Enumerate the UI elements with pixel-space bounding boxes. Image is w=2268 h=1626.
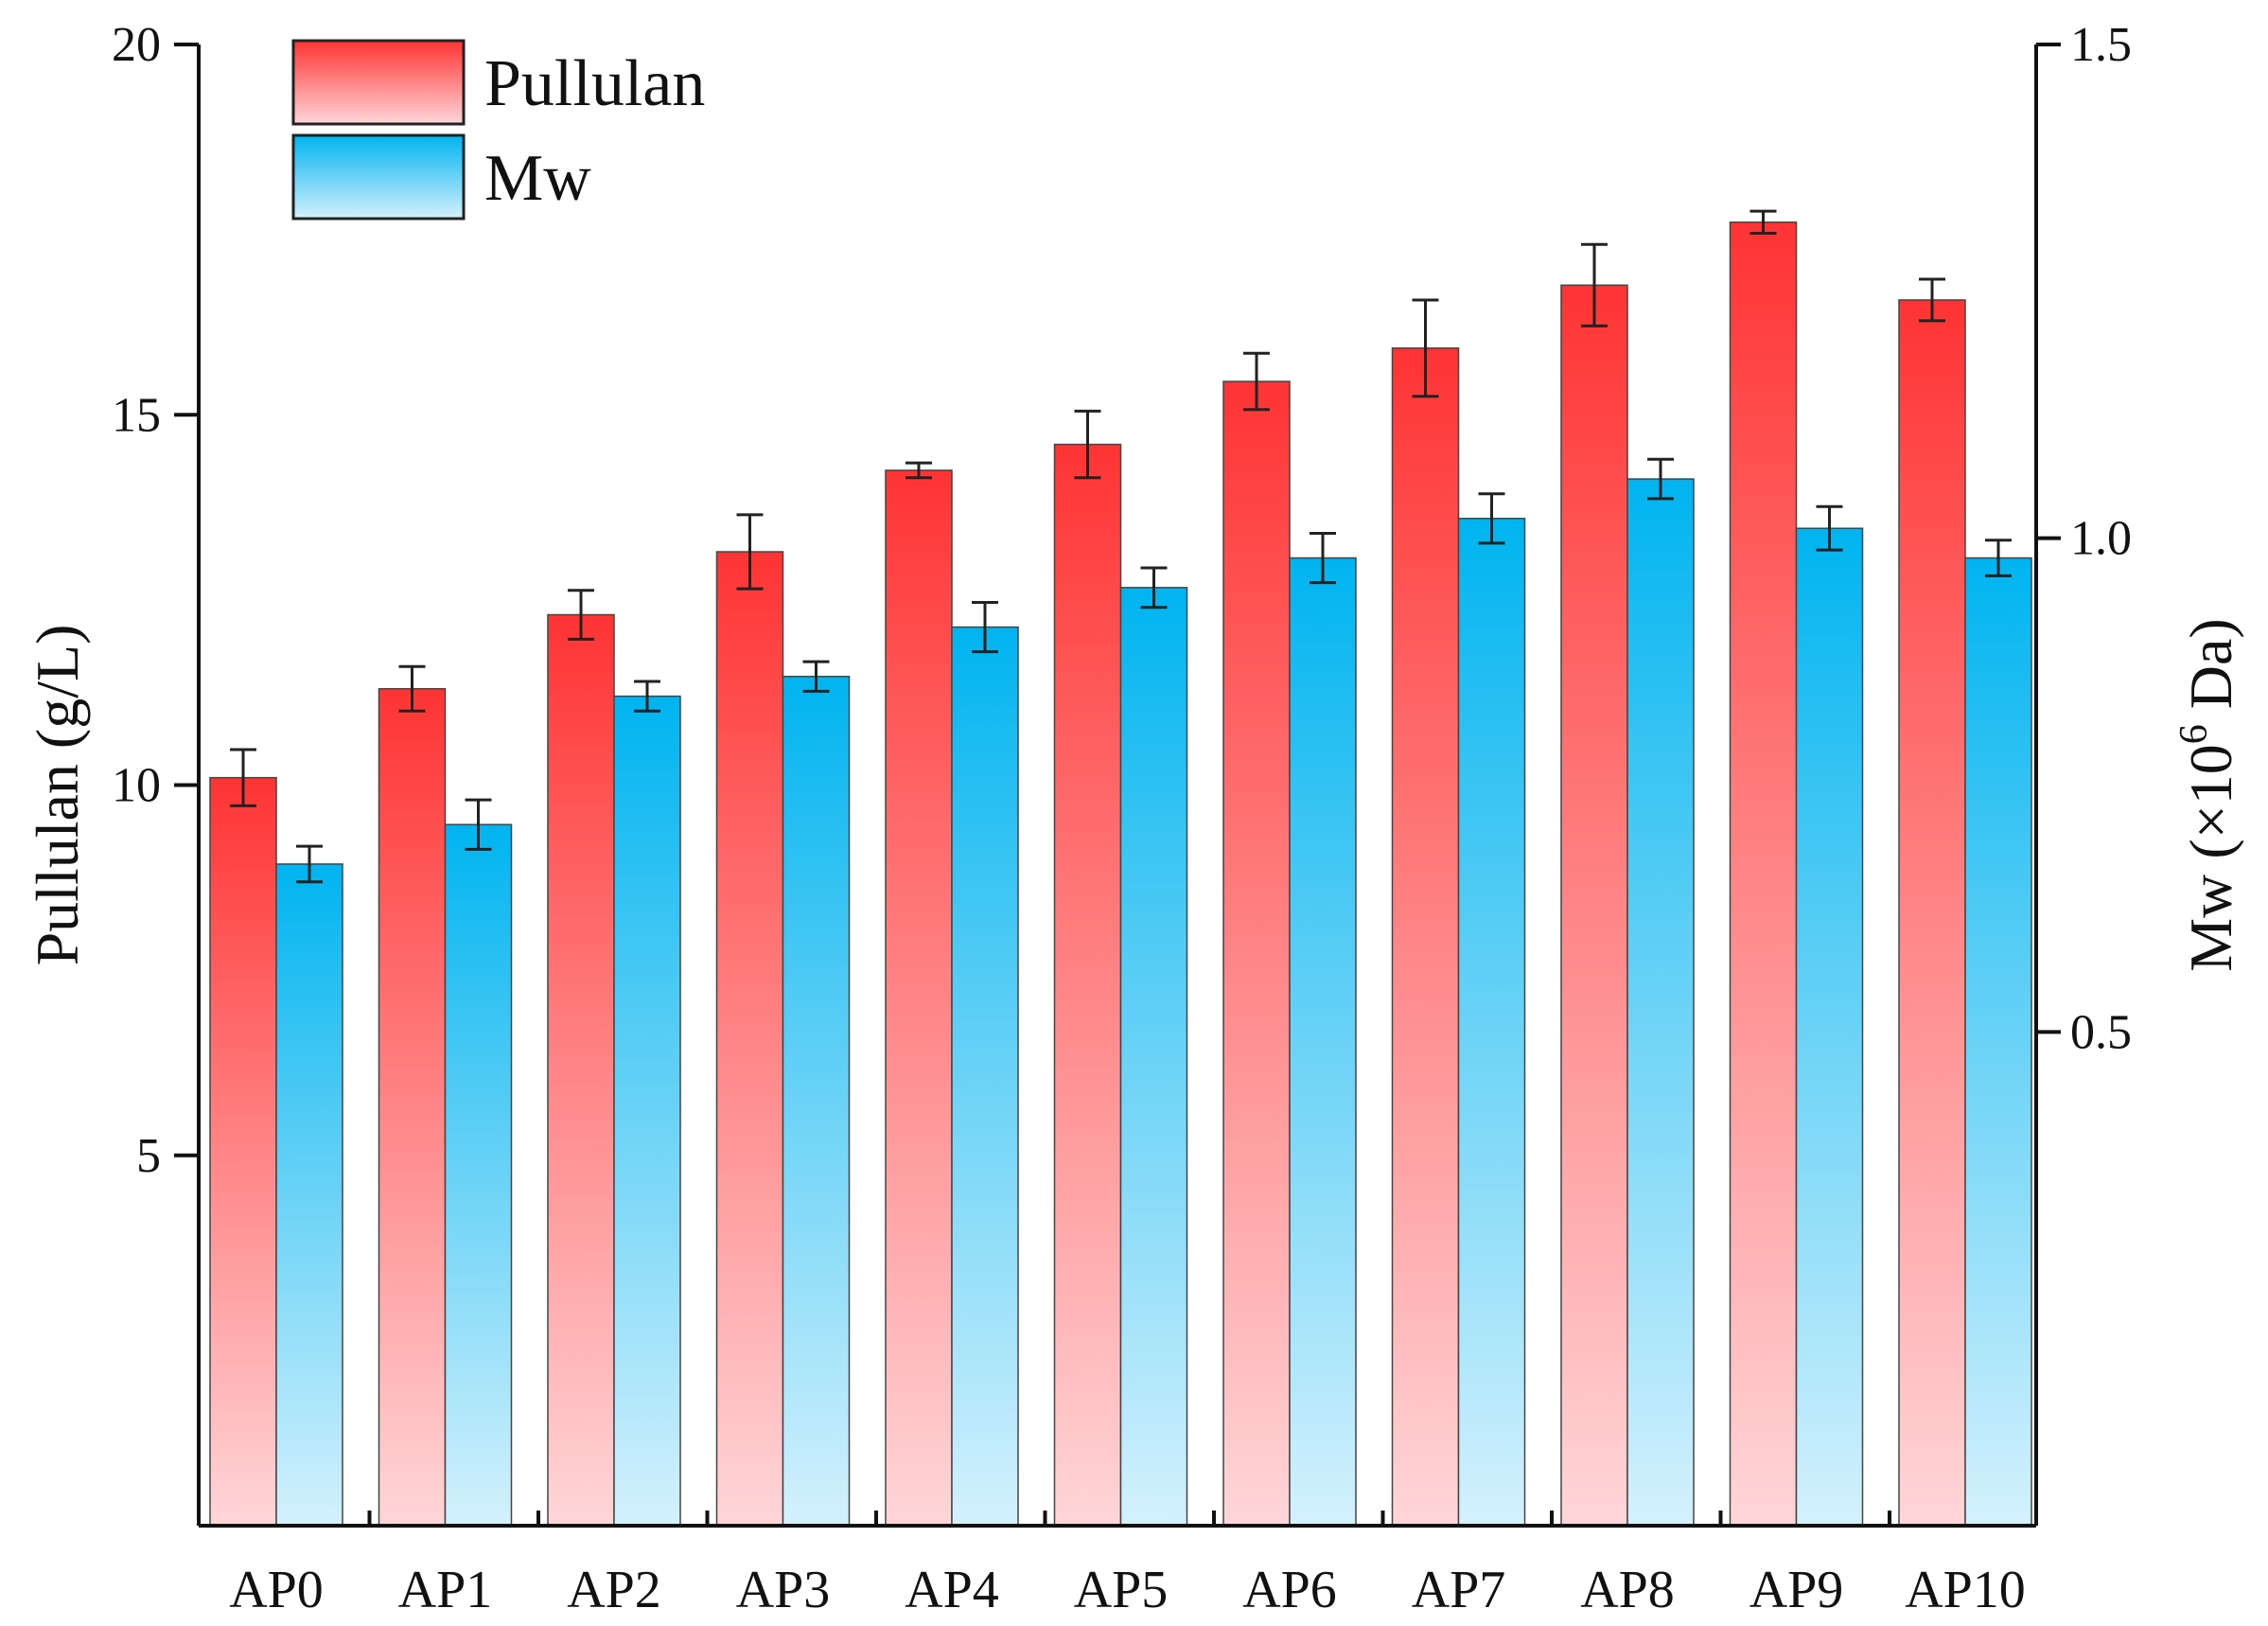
y-left-axis-title: Pullulan (g/L)	[24, 625, 91, 966]
x-tick-label: AP10	[1905, 1561, 2026, 1619]
legend-swatch-mw	[291, 133, 466, 221]
bar-mw-AP2	[613, 695, 681, 1527]
x-tick-label: AP9	[1749, 1561, 1844, 1619]
bar-pullulan-AP0	[209, 776, 277, 1527]
x-tick-label: AP3	[736, 1561, 831, 1619]
errorbar-pullulan-AP2	[568, 589, 594, 641]
errorbar-pullulan-AP10	[1919, 277, 1945, 323]
y-right-tick-label: 0.5	[2070, 1005, 2132, 1059]
bar-pullulan-AP7	[1391, 347, 1460, 1527]
bar-mw-AP4	[951, 626, 1019, 1527]
y-right-axis-title: Mw (×106 Da)	[2172, 618, 2244, 971]
errorbar-pullulan-AP4	[905, 461, 932, 480]
bar-pullulan-AP8	[1560, 284, 1628, 1527]
y-left-tick-label: 10	[112, 759, 161, 813]
legend-label-mw: Mw	[484, 142, 591, 215]
errorbar-mw-AP4	[972, 600, 998, 654]
y-left-tick-label: 5	[136, 1129, 161, 1183]
bar-mw-AP8	[1626, 478, 1695, 1527]
bar-pullulan-AP5	[1053, 443, 1122, 1527]
y-right-title-unit: Da)	[2177, 618, 2244, 724]
bar-mw-AP10	[1964, 557, 2032, 1527]
x-tick-label: AP2	[567, 1561, 661, 1619]
errorbar-mw-AP6	[1310, 531, 1336, 585]
errorbar-mw-AP1	[465, 798, 492, 851]
y-right-tick-label: 1.0	[2070, 512, 2132, 566]
errorbar-pullulan-AP9	[1749, 209, 1777, 236]
bar-mw-AP7	[1457, 518, 1526, 1527]
bar-mw-AP9	[1795, 527, 1864, 1527]
bar-pullulan-AP4	[885, 469, 953, 1527]
x-tick-label: AP1	[398, 1561, 493, 1619]
bar-pullulan-AP3	[715, 551, 784, 1527]
bar-mw-AP6	[1289, 557, 1357, 1527]
y-left-tick-label: 20	[112, 18, 161, 72]
y-right-tick-label: 1.5	[2070, 18, 2132, 72]
y-left-tick-label: 15	[112, 388, 161, 442]
bar-pullulan-AP2	[547, 613, 615, 1527]
bar-mw-AP5	[1119, 587, 1188, 1527]
errorbar-mw-AP9	[1816, 504, 1843, 552]
bar-mw-AP0	[275, 863, 343, 1527]
errorbar-pullulan-AP5	[1074, 409, 1101, 480]
bar-pullulan-AP9	[1729, 221, 1798, 1527]
x-tick-label: AP0	[229, 1561, 324, 1619]
bar-pullulan-AP6	[1222, 380, 1291, 1527]
x-tick-label: AP8	[1580, 1561, 1675, 1619]
errorbar-pullulan-AP6	[1243, 351, 1270, 412]
errorbar-mw-AP2	[634, 680, 660, 713]
errorbar-pullulan-AP8	[1581, 242, 1608, 327]
errorbar-pullulan-AP0	[230, 748, 256, 807]
errorbar-pullulan-AP7	[1412, 298, 1439, 398]
x-tick-label: AP5	[1074, 1561, 1169, 1619]
errorbar-pullulan-AP3	[736, 513, 764, 591]
errorbar-mw-AP10	[1985, 539, 2012, 577]
errorbar-mw-AP5	[1140, 566, 1168, 610]
errorbar-mw-AP8	[1647, 457, 1674, 501]
bar-pullulan-AP10	[1898, 299, 1966, 1527]
y-right-title-main: Mw (×10	[2177, 744, 2244, 972]
x-tick-label: AP7	[1412, 1561, 1506, 1619]
y-right-title-superscript: 6	[2172, 724, 2216, 744]
x-tick-label: AP6	[1242, 1561, 1337, 1619]
errorbar-pullulan-AP1	[398, 664, 426, 713]
errorbar-mw-AP3	[802, 660, 830, 693]
bar-mw-AP1	[444, 823, 513, 1527]
errorbar-mw-AP0	[296, 844, 323, 884]
errorbar-mw-AP7	[1478, 492, 1505, 545]
legend-swatch-pullulan	[291, 39, 466, 126]
bar-mw-AP3	[782, 675, 851, 1527]
x-tick-label: AP4	[905, 1561, 999, 1619]
legend-label-pullulan: Pullulan	[484, 47, 705, 120]
bar-pullulan-AP1	[378, 688, 447, 1527]
